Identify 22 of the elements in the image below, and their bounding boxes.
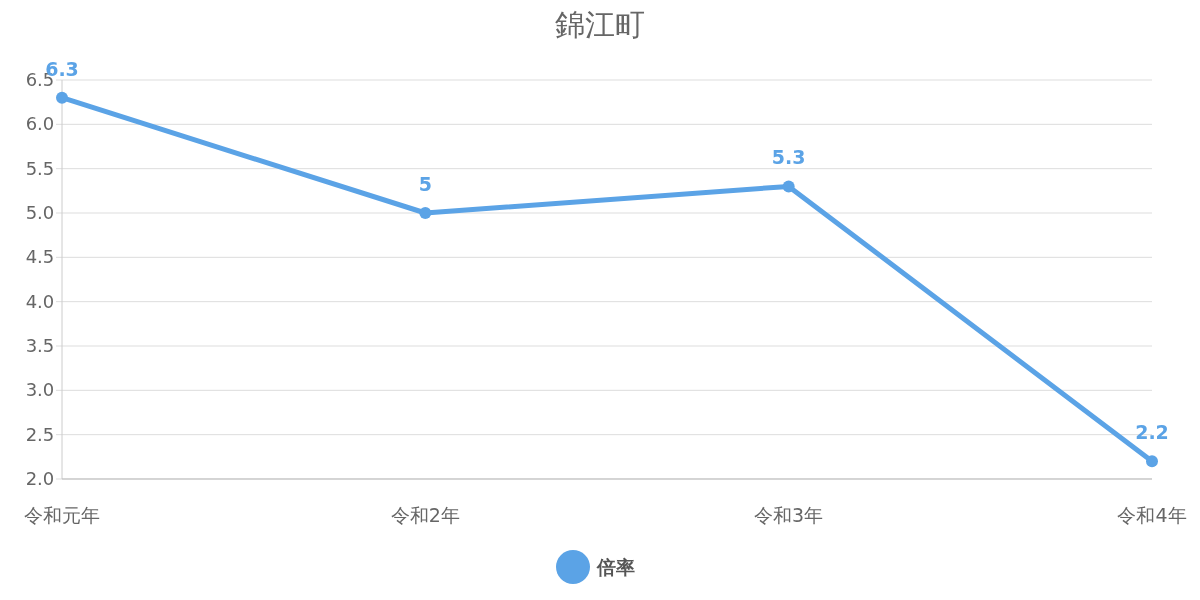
legend-label: 倍率 bbox=[596, 556, 635, 578]
x-tick-label: 令和4年 bbox=[1117, 504, 1187, 526]
x-tick-label: 令和元年 bbox=[24, 504, 100, 526]
y-tick-label: 5.0 bbox=[25, 202, 55, 223]
x-tick-label: 令和2年 bbox=[390, 504, 460, 526]
data-label: 5.3 bbox=[771, 146, 806, 169]
point bbox=[56, 91, 68, 104]
y-tick-label: 3.0 bbox=[25, 379, 55, 401]
y-tick-label: 2.0 bbox=[25, 468, 55, 489]
chart-title: 錦江町 bbox=[555, 7, 645, 42]
y-tick-label: 3.5 bbox=[25, 335, 55, 356]
point bbox=[1146, 455, 1158, 468]
y-tick-label: 4.0 bbox=[25, 290, 55, 312]
y-tick-label: 6.0 bbox=[25, 113, 55, 135]
x-tick-label: 令和3年 bbox=[754, 504, 824, 526]
y-tick-label: 5.5 bbox=[25, 157, 55, 179]
data-label: 2.2 bbox=[1135, 421, 1169, 444]
point bbox=[782, 180, 795, 193]
y-tick-label: 2.5 bbox=[25, 423, 55, 445]
y-tick-label: 4.5 bbox=[25, 246, 55, 268]
point bbox=[419, 207, 432, 219]
data-label: 5 bbox=[418, 173, 432, 195]
